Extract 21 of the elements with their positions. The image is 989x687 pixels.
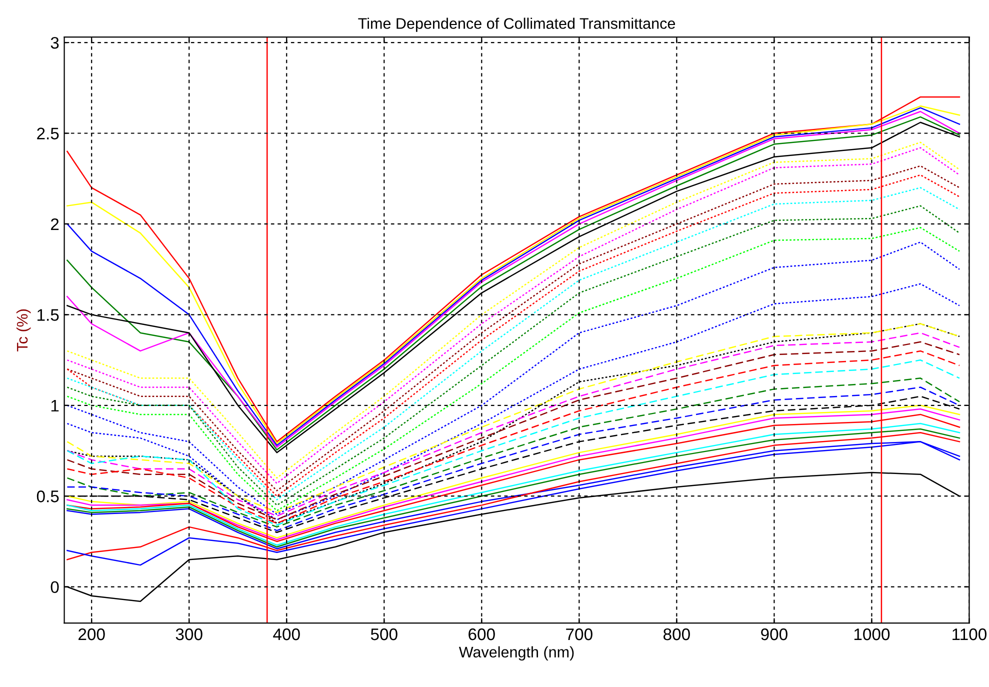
y-tick-label: 2 (50, 218, 59, 230)
x-tick-label: 800 (664, 628, 690, 640)
y-tick-label: 1.5 (38, 309, 59, 321)
x-tick-label: 900 (761, 628, 788, 640)
x-axis-title: Wavelength (nm) (458, 646, 574, 661)
y-tick-label: 0.5 (36, 490, 59, 502)
line-series (66, 283, 960, 520)
x-tick-label: 300 (176, 628, 202, 640)
x-tick-label: 500 (370, 628, 398, 640)
x-tick-label: 600 (468, 628, 495, 640)
y-tick-label: 1 (51, 400, 59, 412)
y-tick-label: 3 (50, 36, 59, 49)
y-tick-label: 0 (50, 581, 59, 594)
y-axis-title: Tc (%) (16, 309, 31, 352)
x-tick-label: 200 (78, 628, 105, 640)
chart-title: Time Dependence of Collimated Transmittance (358, 18, 676, 32)
x-tick-label: 1000 (854, 628, 890, 640)
x-tick-label: 400 (273, 628, 300, 640)
x-tick-label: 700 (566, 628, 592, 640)
y-tick-label: 2.5 (37, 128, 59, 140)
x-tick-label: 1100 (952, 628, 986, 640)
